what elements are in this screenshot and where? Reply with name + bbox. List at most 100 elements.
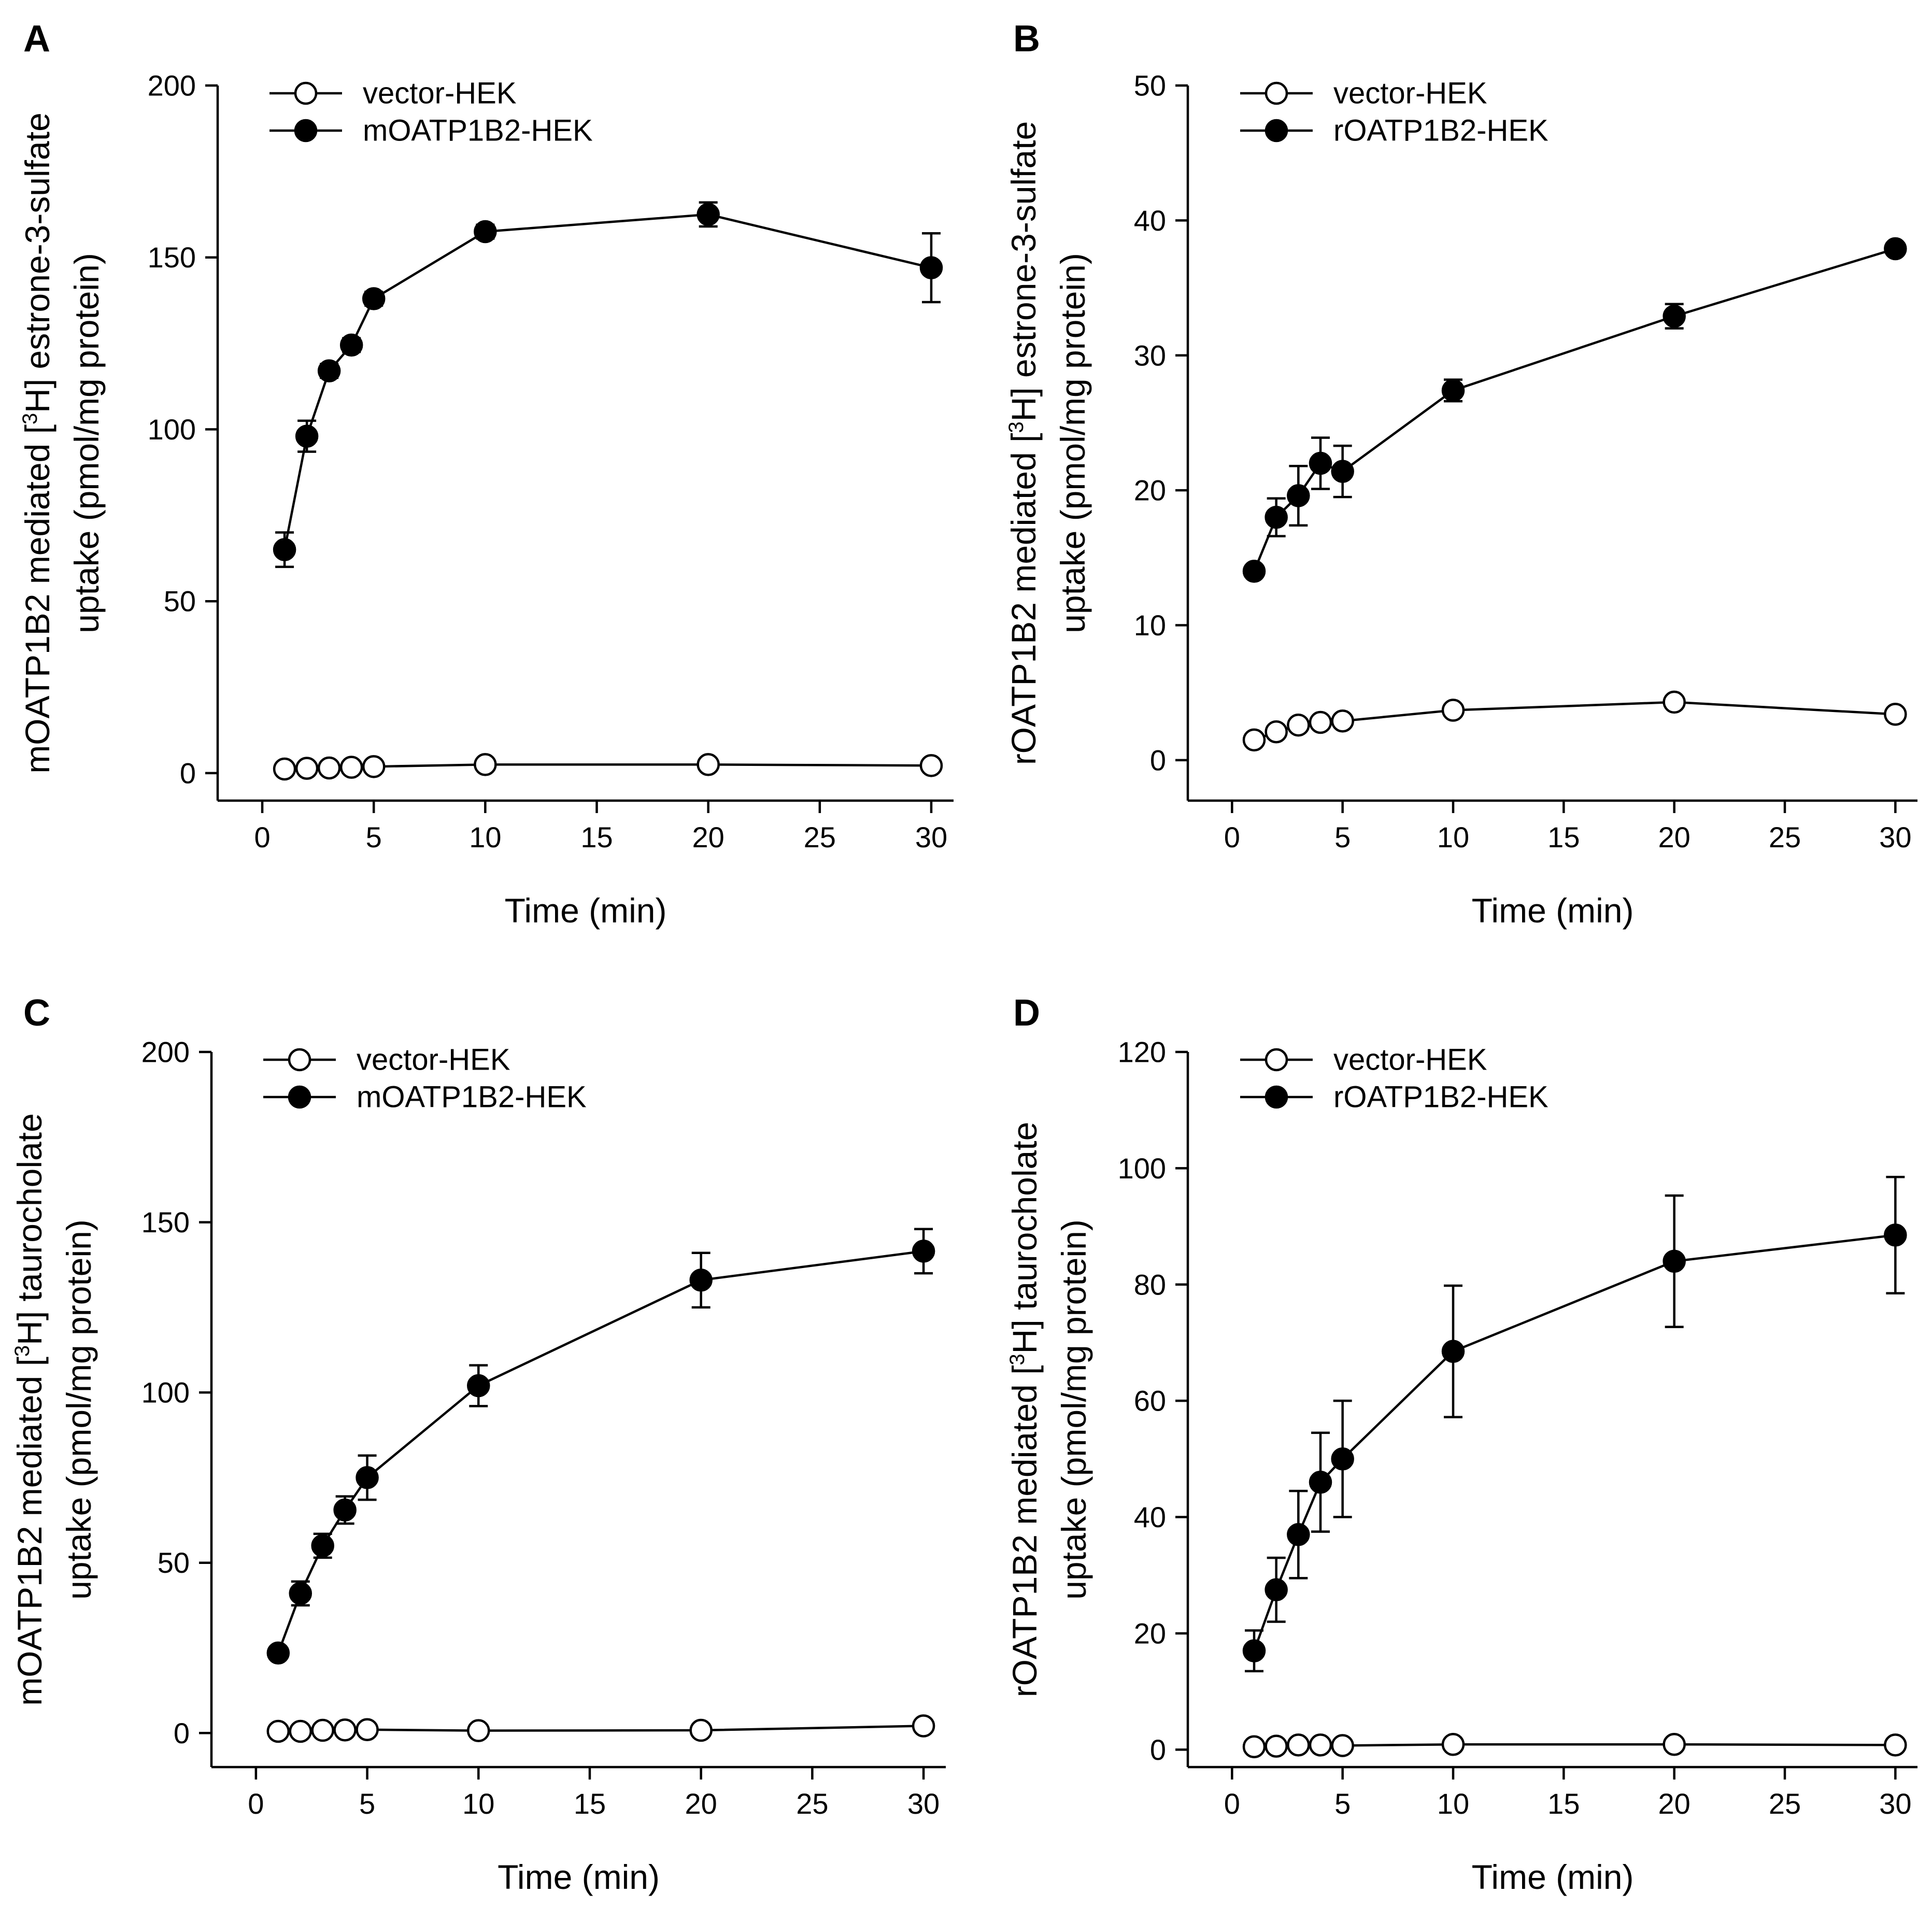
y-tick-label: 20 bbox=[1134, 474, 1166, 507]
x-tick-label: 30 bbox=[1879, 1787, 1911, 1820]
y-tick-label: 80 bbox=[1134, 1268, 1166, 1301]
data-point-open bbox=[273, 757, 296, 781]
data-point-open bbox=[1242, 728, 1266, 752]
data-point-open bbox=[689, 1718, 713, 1742]
legend-marker-filled bbox=[1265, 1085, 1288, 1109]
data-point-open bbox=[1309, 710, 1332, 734]
x-tick-label: 30 bbox=[907, 1787, 940, 1820]
panel-letter: D bbox=[1013, 992, 1040, 1034]
data-point-open bbox=[1441, 699, 1465, 722]
data-point-filled bbox=[689, 1269, 713, 1292]
x-axis-title: Time (min) bbox=[505, 891, 667, 930]
y-axis-title: mOATP1B2 mediated [3H] estrone-3-sulfate bbox=[18, 112, 56, 774]
y-axis-title-line2: uptake (pmol/mg protein) bbox=[67, 253, 106, 633]
data-point-filled bbox=[1663, 304, 1686, 328]
y-axis-title-part: rOATP1B2 mediated [ bbox=[1005, 1365, 1044, 1698]
data-point-filled bbox=[1287, 1522, 1310, 1546]
x-axis-title: Time (min) bbox=[1472, 1858, 1634, 1896]
data-point-open bbox=[1663, 1732, 1686, 1756]
y-tick-label: 20 bbox=[1134, 1617, 1166, 1649]
panel-B: B 0 10 20 30 40 50 0 5 10 15 20 25 30 Time (min) rOATP1… bbox=[1004, 18, 1917, 930]
y-tick-label: 120 bbox=[1118, 1036, 1166, 1069]
x-axis-title: Time (min) bbox=[498, 1858, 660, 1896]
data-point-open bbox=[697, 753, 720, 776]
data-point-filled bbox=[333, 1498, 357, 1522]
x-tick-label: 0 bbox=[248, 1787, 264, 1820]
panel-A: A 0 50 100 150 200 0 5 10 15 20 25 30 Time (min) mOATP… bbox=[18, 18, 954, 930]
y-axis-title-part: H] estrone-3-sulfate bbox=[1004, 121, 1043, 422]
data-point-open bbox=[1287, 1733, 1310, 1757]
y-axis-title-part: H] taurocholate bbox=[10, 1113, 49, 1345]
data-point-open bbox=[339, 756, 363, 779]
y-tick-label: 0 bbox=[1150, 744, 1166, 776]
legend-label: mOATP1B2-HEK bbox=[363, 114, 593, 148]
legend-marker-filled bbox=[288, 1085, 311, 1109]
data-point-filled bbox=[912, 1240, 935, 1263]
x-tick-label: 10 bbox=[1437, 821, 1469, 853]
legend-label: rOATP1B2-HEK bbox=[1333, 1080, 1549, 1114]
legend-marker-filled bbox=[294, 119, 318, 143]
data-point-open bbox=[919, 754, 943, 777]
data-point-open bbox=[474, 753, 497, 776]
x-tick-label: 0 bbox=[1224, 821, 1240, 853]
x-tick-label: 0 bbox=[254, 821, 270, 853]
y-axis-title-part: H] estrone-3-sulfate bbox=[18, 112, 56, 413]
data-point-filled bbox=[339, 333, 363, 357]
data-point-open bbox=[295, 757, 319, 780]
x-tick-label: 10 bbox=[469, 821, 501, 853]
x-tick-label: 20 bbox=[692, 821, 724, 853]
y-tick-label: 40 bbox=[1134, 204, 1166, 237]
x-tick-label: 25 bbox=[796, 1787, 828, 1820]
x-tick-label: 30 bbox=[915, 821, 947, 853]
data-point-filled bbox=[317, 359, 341, 382]
x-tick-label: 10 bbox=[462, 1787, 494, 1820]
y-axis-title-superscript: 3 bbox=[11, 1345, 34, 1357]
data-point-filled bbox=[474, 220, 497, 244]
legend-label: vector-HEK bbox=[357, 1043, 510, 1077]
data-point-filled bbox=[1265, 505, 1288, 529]
legend-marker-open bbox=[294, 81, 318, 105]
data-point-open bbox=[912, 1714, 935, 1738]
x-tick-label: 5 bbox=[1334, 1787, 1351, 1820]
y-tick-label: 0 bbox=[180, 757, 196, 789]
legend-label: rOATP1B2-HEK bbox=[1333, 114, 1549, 148]
panel-letter: C bbox=[23, 992, 50, 1034]
panel-letter: A bbox=[23, 18, 50, 60]
data-point-open bbox=[1884, 1733, 1907, 1757]
data-point-open bbox=[333, 1718, 357, 1742]
legend-marker-open bbox=[288, 1048, 311, 1072]
data-point-filled bbox=[289, 1582, 312, 1605]
data-point-filled bbox=[697, 203, 720, 226]
x-tick-label: 5 bbox=[359, 1787, 375, 1820]
data-point-filled bbox=[1287, 484, 1310, 507]
y-tick-label: 0 bbox=[1150, 1733, 1166, 1766]
y-tick-label: 200 bbox=[141, 1036, 190, 1069]
data-point-open bbox=[1884, 703, 1907, 726]
panel-letter: B bbox=[1013, 18, 1040, 60]
data-point-open bbox=[311, 1718, 334, 1742]
y-tick-label: 200 bbox=[148, 69, 196, 102]
x-tick-label: 20 bbox=[685, 1787, 717, 1820]
x-tick-label: 30 bbox=[1879, 821, 1911, 853]
y-axis-title: rOATP1B2 mediated [3H] estrone-3-sulfate bbox=[1004, 121, 1043, 765]
y-tick-label: 50 bbox=[158, 1546, 190, 1579]
legend-marker-open bbox=[1265, 81, 1288, 105]
data-point-open bbox=[356, 1718, 379, 1741]
y-axis-title-part: mOATP1B2 mediated [ bbox=[18, 424, 56, 774]
y-tick-label: 50 bbox=[164, 585, 196, 618]
data-point-filled bbox=[295, 424, 319, 448]
y-axis-title-part: rOATP1B2 mediated [ bbox=[1004, 433, 1043, 765]
data-point-filled bbox=[467, 1374, 490, 1398]
data-point-open bbox=[1331, 709, 1354, 733]
x-tick-label: 15 bbox=[1547, 1787, 1580, 1820]
y-tick-label: 100 bbox=[148, 413, 196, 446]
y-tick-label: 150 bbox=[141, 1206, 190, 1239]
x-tick-label: 15 bbox=[580, 821, 613, 853]
legend-label: mOATP1B2-HEK bbox=[357, 1080, 587, 1114]
x-tick-label: 25 bbox=[1769, 821, 1801, 853]
data-point-filled bbox=[1265, 1578, 1288, 1602]
y-tick-label: 50 bbox=[1134, 69, 1166, 102]
x-tick-label: 5 bbox=[366, 821, 382, 853]
y-axis-title-superscript: 3 bbox=[19, 413, 41, 424]
